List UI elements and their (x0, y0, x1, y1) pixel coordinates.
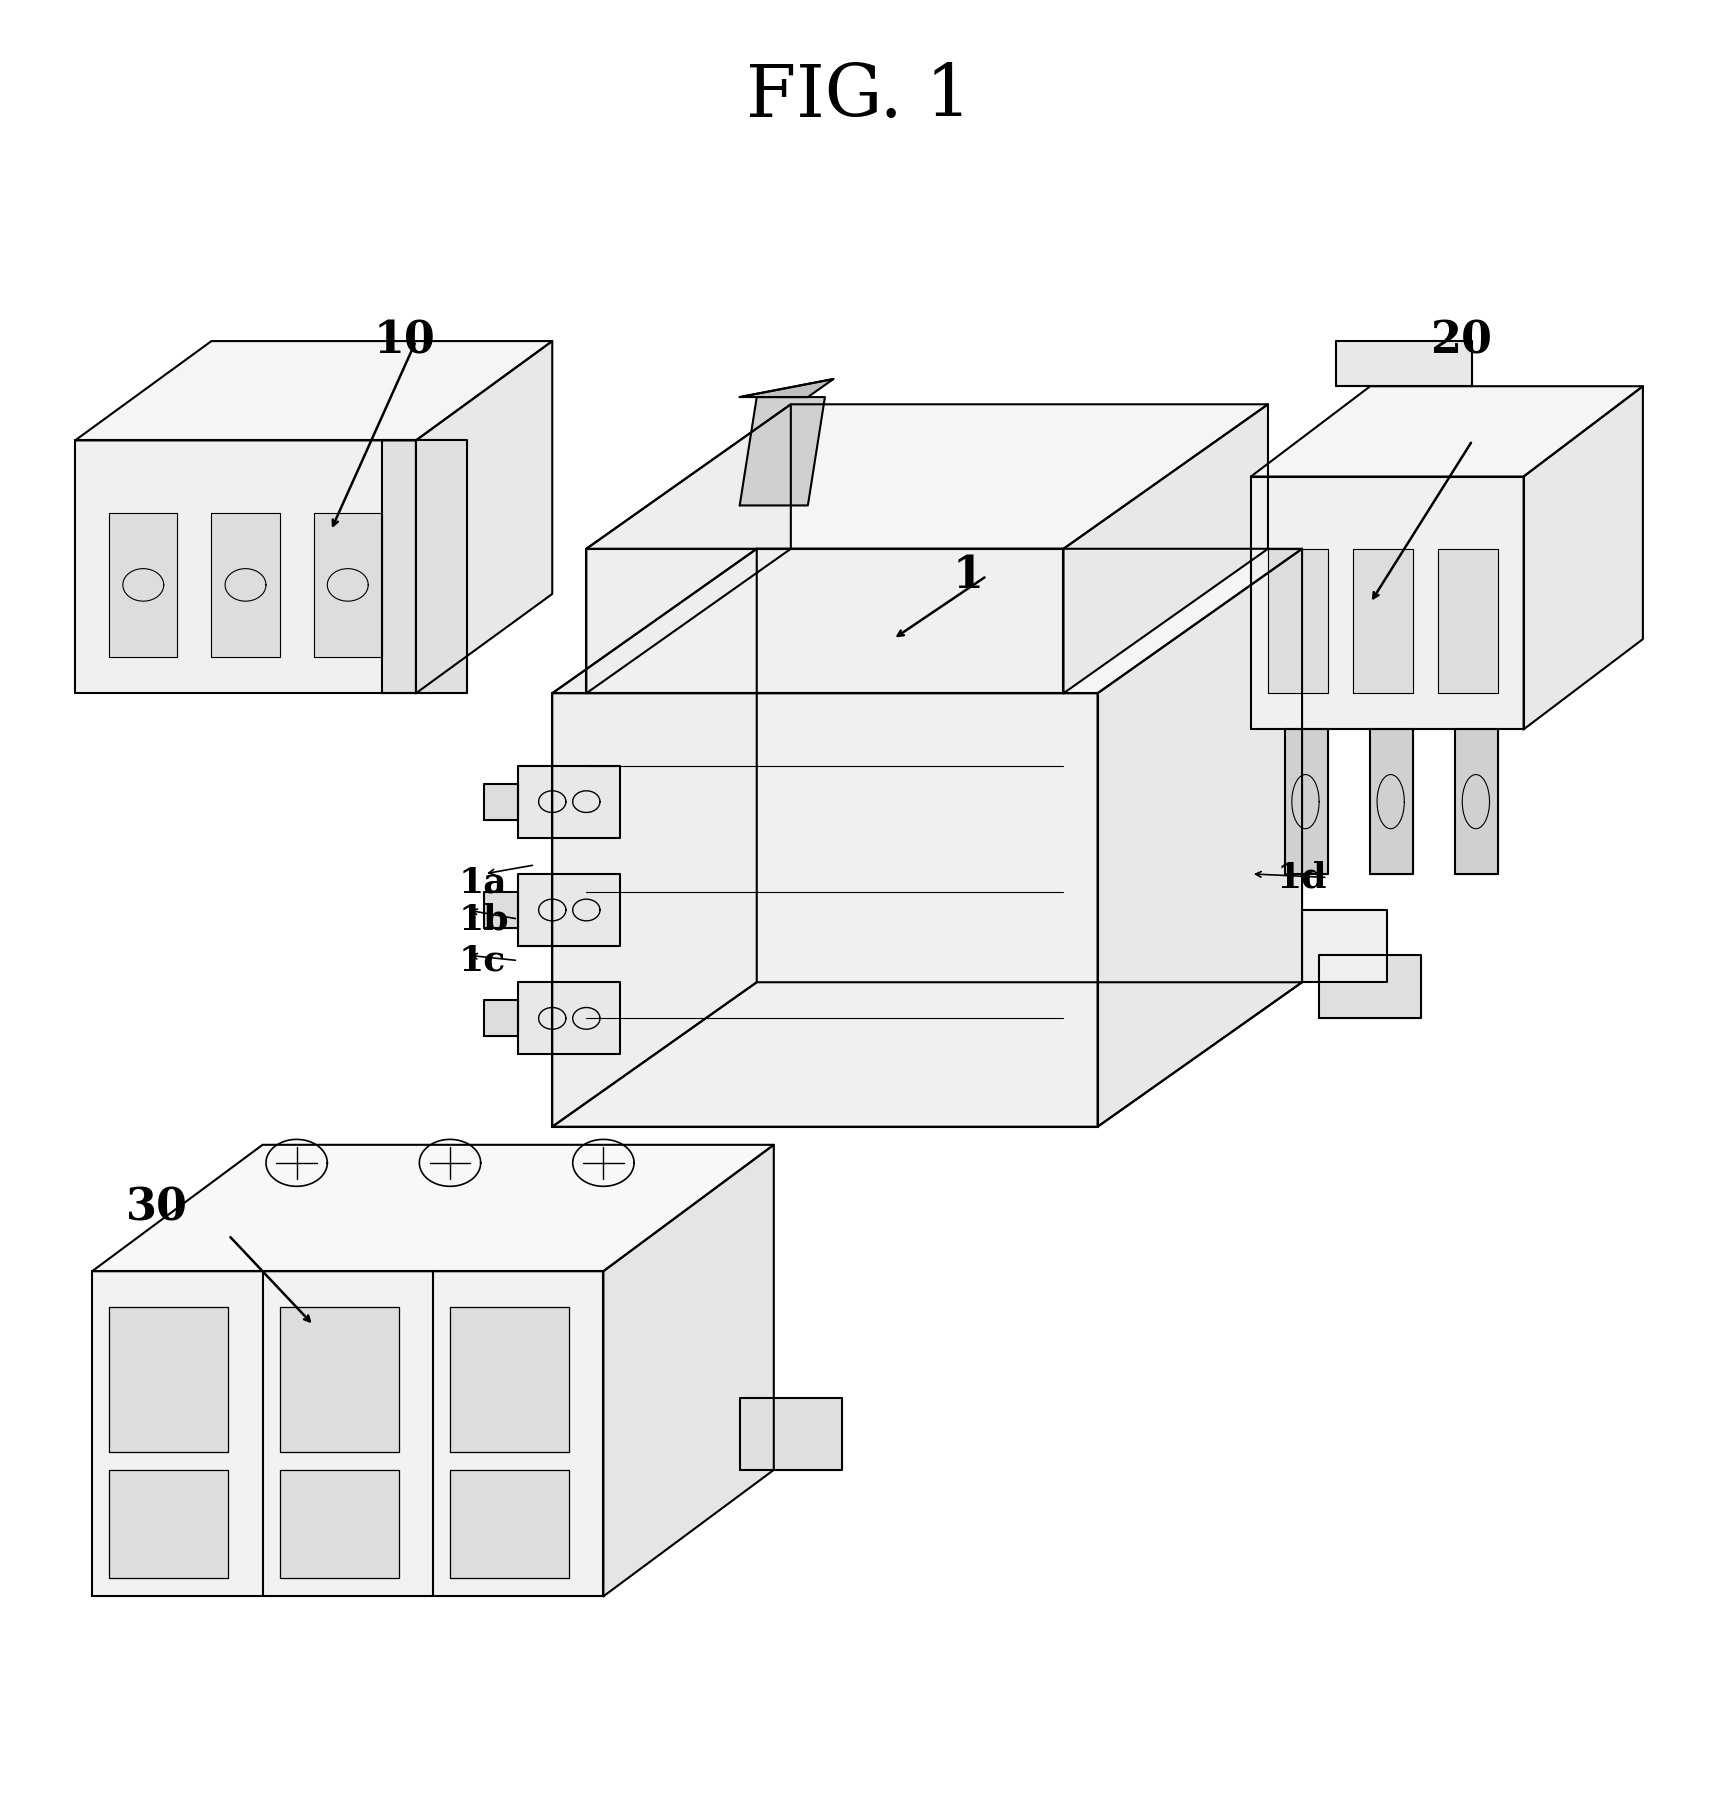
Polygon shape (586, 404, 790, 693)
Polygon shape (381, 440, 467, 693)
Polygon shape (93, 1145, 773, 1270)
Polygon shape (586, 404, 1268, 550)
Polygon shape (1098, 550, 1302, 1127)
Polygon shape (519, 983, 620, 1054)
Polygon shape (93, 1270, 603, 1596)
Polygon shape (519, 766, 620, 837)
Text: 20: 20 (1429, 320, 1491, 362)
Polygon shape (1455, 730, 1498, 874)
Polygon shape (1251, 386, 1642, 477)
Polygon shape (314, 513, 381, 657)
Polygon shape (740, 1398, 842, 1471)
Polygon shape (76, 440, 416, 693)
Polygon shape (211, 513, 280, 657)
Polygon shape (110, 1307, 228, 1452)
Text: 1a: 1a (459, 866, 507, 899)
Text: 1c: 1c (459, 943, 505, 977)
Polygon shape (551, 983, 1302, 1127)
Polygon shape (1354, 550, 1412, 693)
Polygon shape (551, 550, 1302, 693)
Polygon shape (1063, 404, 1268, 693)
Polygon shape (484, 784, 519, 819)
Polygon shape (740, 379, 833, 397)
Polygon shape (740, 397, 825, 506)
Polygon shape (586, 550, 1063, 693)
Text: 1: 1 (953, 555, 984, 597)
Polygon shape (1285, 730, 1328, 874)
Polygon shape (1268, 550, 1328, 693)
Text: 1b: 1b (459, 903, 509, 935)
Polygon shape (551, 693, 1098, 1127)
Text: 10: 10 (373, 320, 435, 362)
Polygon shape (1371, 730, 1412, 874)
Polygon shape (450, 1471, 569, 1578)
Text: 1d: 1d (1276, 861, 1326, 894)
Polygon shape (603, 1145, 773, 1596)
Polygon shape (1319, 956, 1421, 1019)
Text: FIG. 1: FIG. 1 (746, 62, 972, 131)
Text: 30: 30 (125, 1187, 189, 1230)
Polygon shape (519, 874, 620, 946)
Polygon shape (110, 1471, 228, 1578)
Polygon shape (110, 513, 177, 657)
Polygon shape (280, 1307, 399, 1452)
Polygon shape (1251, 477, 1524, 730)
Polygon shape (450, 1307, 569, 1452)
Polygon shape (280, 1471, 399, 1578)
Polygon shape (416, 340, 551, 693)
Polygon shape (551, 550, 756, 1127)
Polygon shape (1302, 910, 1386, 983)
Polygon shape (484, 1001, 519, 1036)
Polygon shape (1438, 550, 1498, 693)
Polygon shape (1524, 386, 1642, 730)
Polygon shape (76, 340, 551, 440)
Polygon shape (1337, 340, 1472, 386)
Polygon shape (484, 892, 519, 928)
